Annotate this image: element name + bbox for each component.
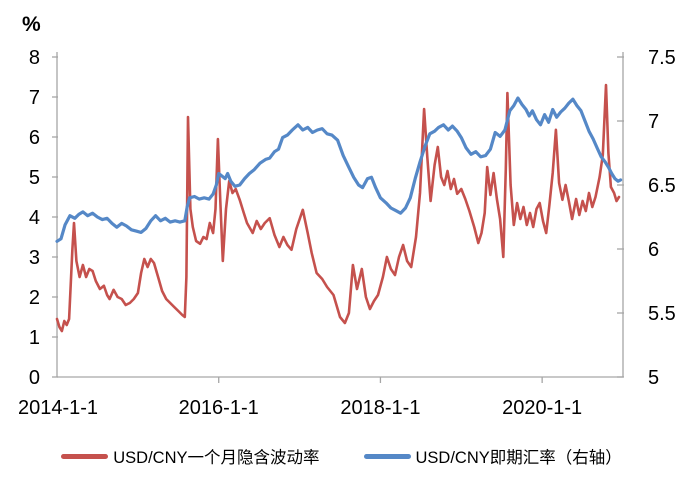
right-axis-tick-label: 7.5	[648, 47, 676, 69]
left-axis-unit-label: %	[22, 13, 41, 36]
chart-legend: USD/CNY一个月隐含波动率 USD/CNY即期汇率（右轴）	[0, 444, 683, 468]
left-axis-tick-label: 3	[29, 247, 40, 269]
x-axis-tick-label: 2016-1-1	[179, 397, 259, 419]
left-axis-tick-label: 8	[29, 47, 40, 69]
right-axis-tick-label: 5.5	[648, 303, 676, 325]
left-axis-tick-label: 0	[29, 367, 40, 389]
left-axis-tick-label: 5	[29, 167, 40, 189]
right-axis-tick-label: 5	[648, 367, 659, 389]
chart-canvas: % 8 7 6 5 4 3 2 1 0 7.5 7 6.5 6 5.5 5 2014-1-1 2016-1-1 20…	[18, 13, 676, 419]
legend-label-volatility: USD/CNY一个月隐含波动率	[113, 449, 320, 467]
legend-label-spot-rate: USD/CNY即期汇率（右轴）	[415, 449, 622, 467]
left-axis-tick-label: 1	[29, 327, 40, 349]
left-axis-tick-label: 7	[29, 87, 40, 109]
right-axis-tick-label: 6.5	[648, 175, 676, 197]
spot-rate-line	[55, 96, 623, 243]
left-axis-tick-label: 4	[29, 207, 40, 229]
legend-item-spot-rate: USD/CNY即期汇率（右轴）	[363, 444, 622, 468]
legend-marker-spot-rate-icon	[363, 453, 411, 459]
left-axis-tick-label: 2	[29, 287, 40, 309]
x-axis-tick-label: 2020-1-1	[502, 397, 582, 419]
right-axis-tick-label: 7	[648, 111, 659, 133]
right-axis-tick-label: 6	[648, 239, 659, 261]
left-axis-tick-label: 6	[29, 127, 40, 149]
volatility-line	[55, 83, 621, 333]
x-axis-tick-label: 2014-1-1	[18, 397, 98, 419]
legend-marker-volatility-icon	[61, 453, 109, 459]
legend-item-volatility: USD/CNY一个月隐含波动率	[61, 444, 320, 468]
x-axis-tick-label: 2018-1-1	[340, 397, 420, 419]
